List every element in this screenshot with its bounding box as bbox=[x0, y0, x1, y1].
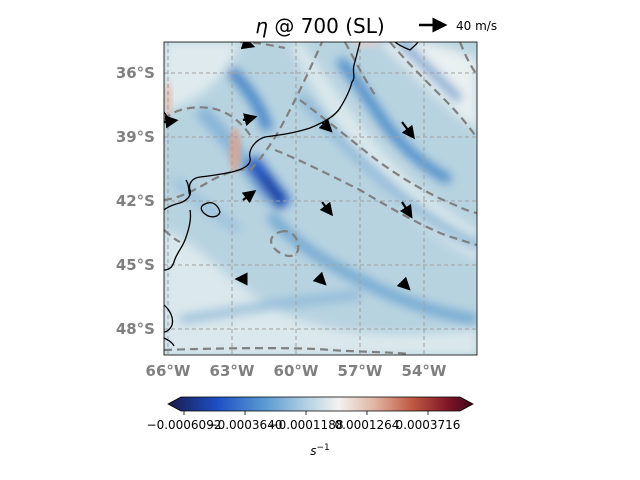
coastline-mainland bbox=[164, 42, 361, 211]
colorbar-ticks bbox=[183, 411, 429, 415]
quiver-key-label: 40 m/s bbox=[456, 19, 497, 33]
colorbar-tick-label: 0.0003716 bbox=[396, 418, 461, 432]
lat-tick-label: 45°S bbox=[116, 256, 155, 274]
lat-tick-labels: 36°S 39°S 42°S 45°S 48°S bbox=[116, 64, 155, 338]
colorbar-tick-label: 0.0001264 bbox=[335, 418, 400, 432]
wind-vectors bbox=[164, 42, 415, 291]
lon-tick-label: 54°W bbox=[402, 362, 447, 380]
contours bbox=[164, 42, 477, 355]
colorbar-tick-label: −0.0001188 bbox=[269, 418, 344, 432]
colorbar-bar bbox=[167, 396, 474, 412]
lon-tick-label: 60°W bbox=[274, 362, 319, 380]
gridlines bbox=[164, 42, 477, 355]
positive-anomaly-north bbox=[350, 42, 380, 48]
lat-tick-label: 48°S bbox=[116, 320, 155, 338]
lat-tick-label: 39°S bbox=[116, 128, 155, 146]
map-panel bbox=[164, 42, 477, 355]
lon-tick-label: 66°W bbox=[146, 362, 191, 380]
colorbar-tick-label: −0.0003640 bbox=[208, 418, 283, 432]
lon-tick-label: 63°W bbox=[210, 362, 255, 380]
quiver-key: 40 m/s bbox=[419, 17, 497, 33]
peninsula-valdes bbox=[200, 201, 221, 218]
colorbar-unit-label: s−1 bbox=[310, 443, 330, 458]
lat-tick-label: 36°S bbox=[116, 64, 155, 82]
lon-tick-labels: 66°W 63°W 60°W 57°W 54°W bbox=[146, 362, 447, 380]
colorbar: −0.0006092 −0.0003640 −0.0001188 0.00012… bbox=[147, 396, 474, 458]
positive-anomaly bbox=[229, 128, 241, 172]
colorbar-tick-label: −0.0006092 bbox=[147, 418, 222, 432]
lat-tick-label: 42°S bbox=[116, 192, 155, 210]
plot-title: η @ 700 (SL) bbox=[255, 14, 384, 38]
lon-tick-label: 57°W bbox=[338, 362, 383, 380]
map-frame bbox=[163, 41, 478, 356]
coastlines bbox=[164, 42, 419, 347]
